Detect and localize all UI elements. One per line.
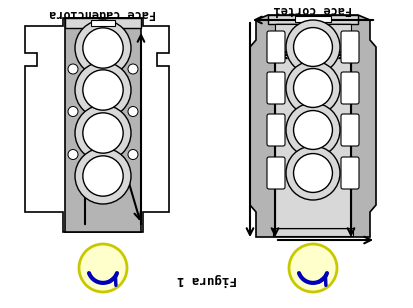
Circle shape (128, 107, 138, 116)
FancyBboxPatch shape (340, 114, 358, 146)
FancyBboxPatch shape (266, 72, 284, 104)
Bar (275, 24, 349, 228)
Circle shape (75, 20, 131, 76)
Circle shape (83, 113, 123, 153)
FancyBboxPatch shape (340, 72, 358, 104)
Text: Figura 1: Figura 1 (177, 274, 236, 286)
FancyBboxPatch shape (340, 31, 358, 63)
FancyBboxPatch shape (266, 114, 284, 146)
Circle shape (68, 149, 78, 160)
Text: Face cadenciora: Face cadenciora (50, 6, 156, 19)
FancyBboxPatch shape (340, 157, 358, 189)
Circle shape (293, 27, 332, 67)
Circle shape (79, 244, 127, 292)
FancyBboxPatch shape (266, 157, 284, 189)
Circle shape (285, 146, 339, 200)
Bar (267, 15, 357, 24)
Text: Face cortei: Face cortei (273, 3, 351, 17)
Bar (294, 16, 330, 22)
Circle shape (288, 244, 336, 292)
FancyBboxPatch shape (266, 31, 284, 63)
Bar (91, 20, 115, 26)
Polygon shape (25, 18, 169, 232)
Circle shape (68, 107, 78, 116)
Bar (274, 24, 350, 228)
Circle shape (83, 70, 123, 110)
Circle shape (75, 148, 131, 204)
Circle shape (75, 62, 131, 118)
Circle shape (128, 149, 138, 160)
Circle shape (285, 103, 339, 157)
Circle shape (83, 156, 123, 196)
Polygon shape (249, 15, 375, 237)
Circle shape (285, 20, 339, 74)
Circle shape (83, 28, 123, 68)
Circle shape (128, 64, 138, 74)
Bar (65, 18, 141, 28)
Circle shape (285, 61, 339, 115)
Circle shape (293, 69, 332, 107)
Bar (65, 18, 141, 232)
Circle shape (293, 154, 332, 192)
Circle shape (68, 64, 78, 74)
Bar (272, 228, 352, 236)
Circle shape (75, 105, 131, 161)
Circle shape (293, 111, 332, 149)
